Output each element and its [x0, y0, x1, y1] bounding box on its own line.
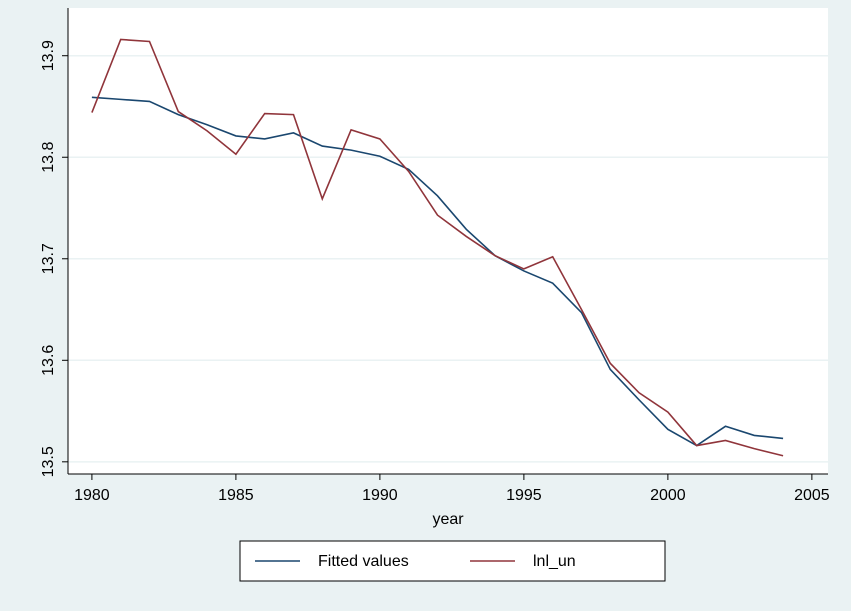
x-tick-label: 2000	[650, 487, 686, 504]
legend-label: Fitted values	[318, 553, 409, 570]
legend-label: lnl_un	[533, 553, 576, 570]
y-tick-label: 13.9	[40, 40, 57, 71]
series-line	[91, 96, 784, 447]
y-tick-label: 13.7	[40, 243, 57, 274]
y-tick-label: 13.5	[40, 446, 57, 477]
y-tick-label: 13.6	[40, 345, 57, 376]
y-tick-label: 13.8	[40, 142, 57, 173]
x-tick-label: 1985	[218, 487, 254, 504]
x-tick-label: 1990	[362, 487, 398, 504]
plot-area	[68, 8, 828, 474]
x-tick-label: 1995	[506, 487, 542, 504]
series-line	[91, 38, 784, 457]
x-tick-label: 1980	[74, 487, 110, 504]
x-axis-title: year	[432, 511, 464, 528]
legend-box	[239, 540, 666, 582]
x-tick-label: 2005	[794, 487, 830, 504]
